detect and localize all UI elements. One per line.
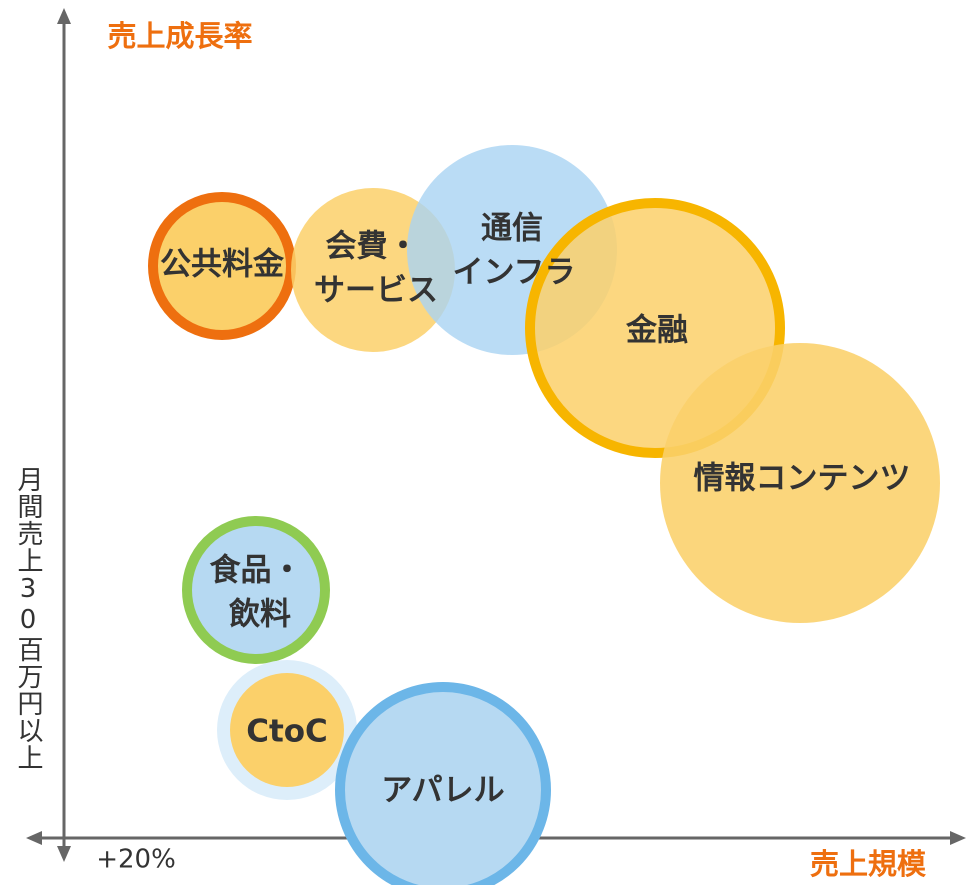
x-axis-note: +20% xyxy=(96,845,176,875)
node-label: CtoC xyxy=(246,714,328,750)
node-label: 食品・ xyxy=(210,553,303,589)
arrow xyxy=(57,846,71,862)
node-label: 金融 xyxy=(625,313,688,349)
node-label: 通信 xyxy=(481,211,543,247)
bubble xyxy=(335,682,551,885)
node-label: 情報コンテンツ xyxy=(694,461,911,497)
node-label: 飲料 xyxy=(229,597,291,633)
arrow xyxy=(26,831,42,845)
node-label: インフラ xyxy=(452,255,575,291)
bubble xyxy=(148,192,296,340)
y-axis-note: 月間売上30百万円以上 xyxy=(13,466,43,771)
node-label: アパレル xyxy=(381,773,504,809)
bubble xyxy=(660,343,940,623)
node-label: 公共料金 xyxy=(160,247,285,283)
bubble xyxy=(182,516,330,664)
node-label: サービス xyxy=(314,273,438,309)
arrow xyxy=(57,8,71,24)
x-axis-title: 売上規模 xyxy=(810,847,927,881)
bubble xyxy=(230,673,344,787)
y-axis-title: 売上成長率 xyxy=(107,19,252,53)
node-label: 会費・ xyxy=(326,229,419,265)
arrow xyxy=(950,831,966,845)
